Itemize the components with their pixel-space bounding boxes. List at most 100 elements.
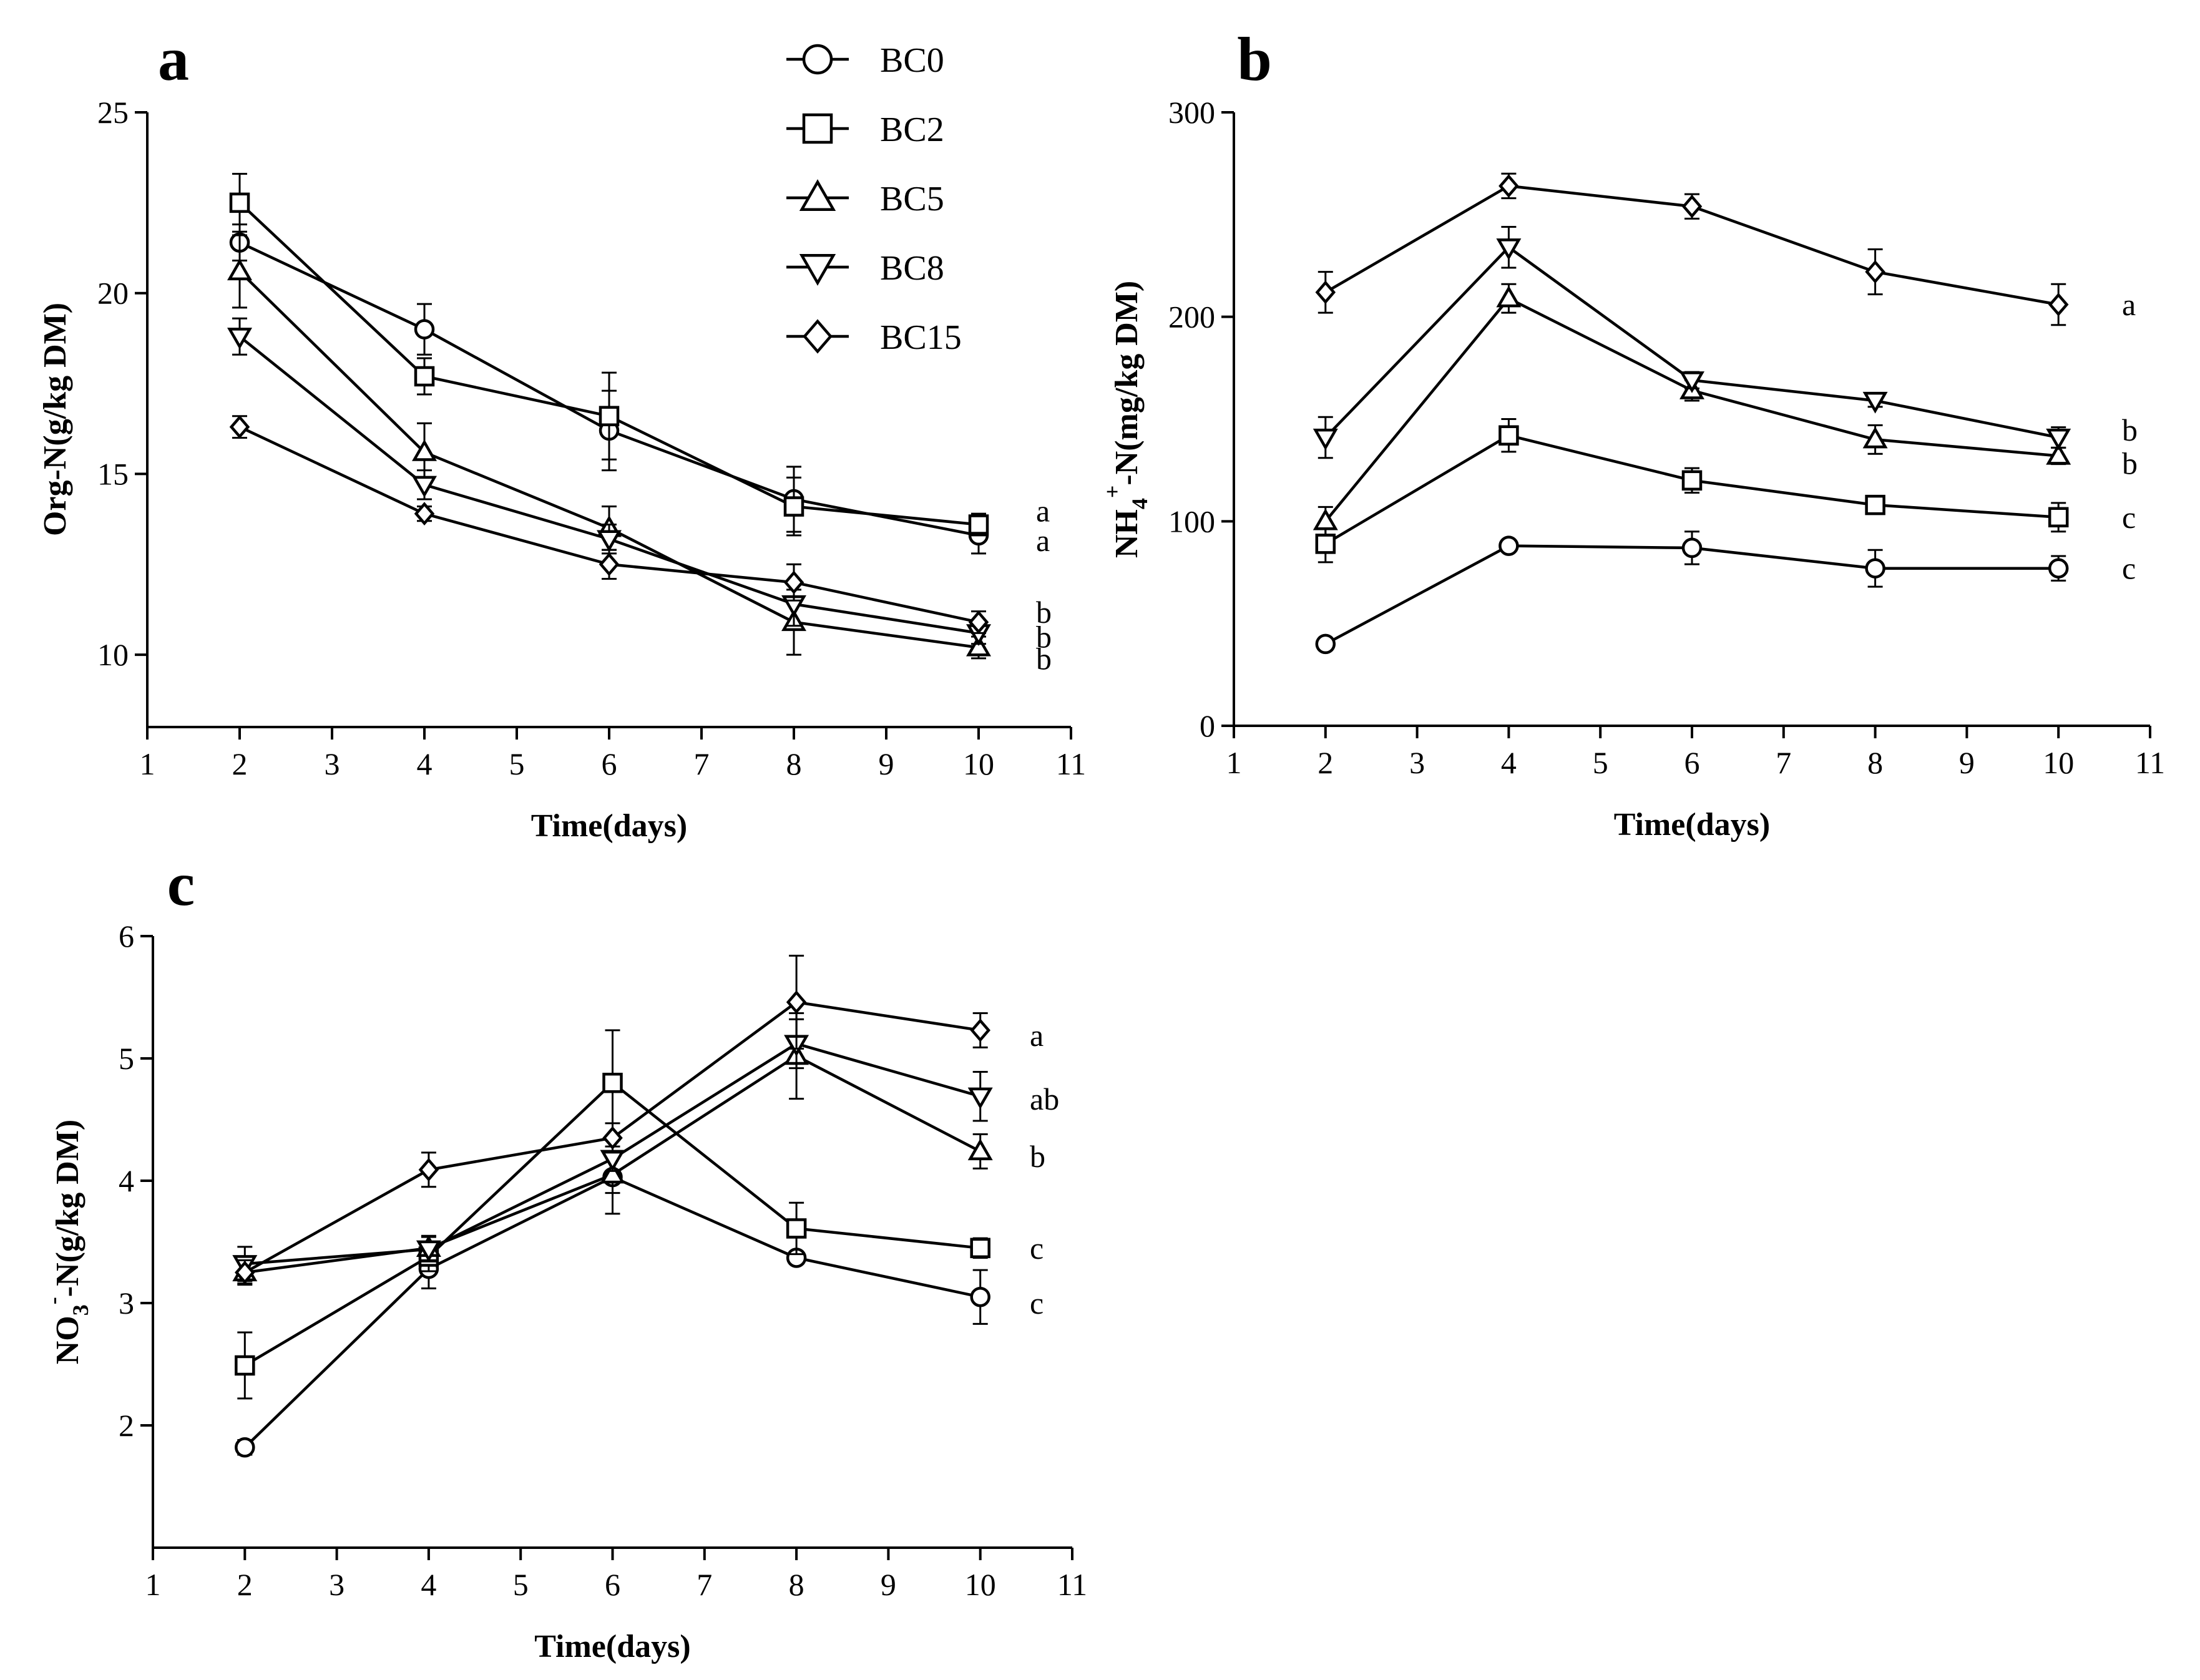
legend-marker-BC5: [799, 179, 836, 211]
series-line-BC8: [1324, 245, 2059, 439]
x-tick-label: 5: [509, 746, 525, 781]
y-axis-title-sup: -: [41, 1297, 66, 1304]
panel-letter: b: [1237, 24, 1272, 94]
data-point-BC2: [1498, 425, 1519, 446]
x-axis-title: Time(days): [534, 1629, 690, 1664]
data-point-BC15: [1865, 260, 1885, 284]
data-point-BC8: [412, 476, 437, 498]
data-point-BC15: [783, 570, 804, 595]
x-tick-label: 6: [1684, 745, 1700, 780]
series-line-BC2: [238, 202, 979, 526]
x-tick-label: 1: [140, 746, 155, 781]
significance-label-BC8: ab: [1030, 1082, 1059, 1116]
series-BC8: b: [227, 317, 1052, 654]
panel-letter: a: [158, 24, 189, 94]
data-point-BC8: [2046, 428, 2071, 451]
significance-label-BC2: c: [1030, 1231, 1044, 1266]
series-BC2: a: [229, 173, 1050, 537]
legend: BC0 BC2 BC5 BC8 BC15: [786, 41, 962, 357]
data-point-BC15: [599, 552, 620, 577]
data-point-BC8: [227, 328, 252, 349]
x-tick-label: 5: [513, 1567, 529, 1602]
data-point-BC15: [1498, 174, 1519, 198]
y-tick-label: 10: [97, 637, 129, 672]
data-point-BC15: [970, 1018, 990, 1042]
series-BC0: c: [1315, 530, 2136, 655]
x-axis-title: Time(days): [531, 808, 687, 844]
series-BC5: b: [232, 1012, 1045, 1285]
x-tick-label: 5: [1593, 745, 1608, 780]
y-axis-title-rest: -N(mg/kg DM): [1109, 281, 1145, 486]
data-point-BC0: [1681, 537, 1703, 559]
y-axis-title: NO3--N(g/kg DM): [41, 1120, 93, 1365]
data-point-BC2: [783, 496, 804, 517]
x-tick-label: 3: [329, 1567, 345, 1602]
legend-marker-BC8: [799, 254, 836, 286]
data-point-BC8: [967, 1087, 993, 1110]
x-tick-label: 7: [694, 746, 710, 781]
y-tick-label: 25: [97, 95, 129, 130]
data-point-BC5: [1862, 426, 1888, 449]
x-tick-label: 3: [1409, 745, 1425, 780]
x-tick-label: 2: [232, 746, 248, 781]
data-point-BC8: [600, 1150, 625, 1172]
data-point-BC2: [414, 366, 435, 387]
legend-label: BC5: [880, 180, 944, 218]
panels: a1 2 3 4 5 6 7 8 9 10 1110152025Time(days)Org-N(g/…: [37, 24, 2165, 1664]
data-point-BC2: [235, 1355, 255, 1376]
x-axis-title: Time(days): [1614, 807, 1770, 842]
x-tick-label: 7: [697, 1567, 712, 1602]
legend-label: BC0: [880, 41, 944, 80]
y-tick-label: 20: [97, 276, 129, 311]
x-tick-label: 9: [1959, 745, 1975, 780]
data-point-BC15: [229, 415, 250, 439]
data-point-BC5: [966, 634, 991, 657]
legend-item-BC2: BC2: [786, 110, 944, 149]
series-BC2: c: [235, 1029, 1044, 1400]
chart-panel-c: c1 2 3 4 5 6 7 8 9 10 1123456Time(days)NO3--N(g/kg…: [41, 849, 1087, 1664]
data-point-BC2: [1315, 534, 1336, 554]
data-point-BC15: [968, 610, 989, 634]
legend-marker-BC15: [803, 319, 833, 354]
y-tick-label: 3: [119, 1286, 134, 1321]
y-tick-label: 100: [1168, 504, 1215, 539]
data-point-BC15: [1315, 280, 1336, 305]
data-point-BC5: [1496, 285, 1522, 308]
y-axis-title-sub: 4: [1127, 498, 1152, 509]
significance-label-BC15: b: [1036, 595, 1052, 630]
y-axis-title: Org-N(g/kg DM): [37, 303, 73, 536]
data-point-BC0: [1498, 535, 1519, 556]
chart-panel-b: b1 2 3 4 5 6 7 8 9 10 110100200300Time(days)NH4+-N…: [1100, 24, 2165, 842]
x-tick-label: 9: [881, 1567, 896, 1602]
y-axis-title: NH4+-N(mg/kg DM): [1100, 281, 1152, 558]
data-point-BC8: [1679, 371, 1704, 393]
data-point-BC15: [602, 1126, 623, 1150]
significance-label-BC15: a: [1030, 1018, 1044, 1053]
data-point-BC8: [1862, 391, 1888, 414]
legend-marker-BC2: [802, 113, 833, 144]
data-point-BC8: [1496, 238, 1522, 260]
y-tick-label: 6: [119, 919, 134, 954]
x-tick-label: 9: [879, 746, 894, 781]
x-tick-label: 4: [1501, 745, 1517, 780]
data-point-BC2: [2048, 507, 2069, 528]
x-tick-label: 11: [2135, 745, 2165, 780]
legend-item-BC0: BC0: [786, 41, 944, 80]
series-BC15: b: [229, 415, 1052, 634]
legend-item-BC5: BC5: [786, 179, 944, 218]
data-point-BC8: [597, 530, 622, 552]
x-tick-label: 10: [963, 746, 994, 781]
data-point-BC15: [418, 1158, 439, 1182]
data-point-BC0: [2048, 558, 2069, 579]
x-tick-label: 11: [1056, 746, 1086, 781]
x-tick-label: 8: [789, 1567, 804, 1602]
y-tick-label: 300: [1168, 95, 1215, 130]
data-point-BC5: [227, 258, 252, 281]
x-tick-label: 1: [145, 1567, 161, 1602]
significance-label-BC5: b: [2122, 446, 2138, 481]
data-point-BC2: [602, 1072, 623, 1093]
y-axis-title-sup: +: [1100, 486, 1125, 499]
data-point-BC2: [599, 406, 620, 426]
data-point-BC0: [235, 1437, 255, 1458]
